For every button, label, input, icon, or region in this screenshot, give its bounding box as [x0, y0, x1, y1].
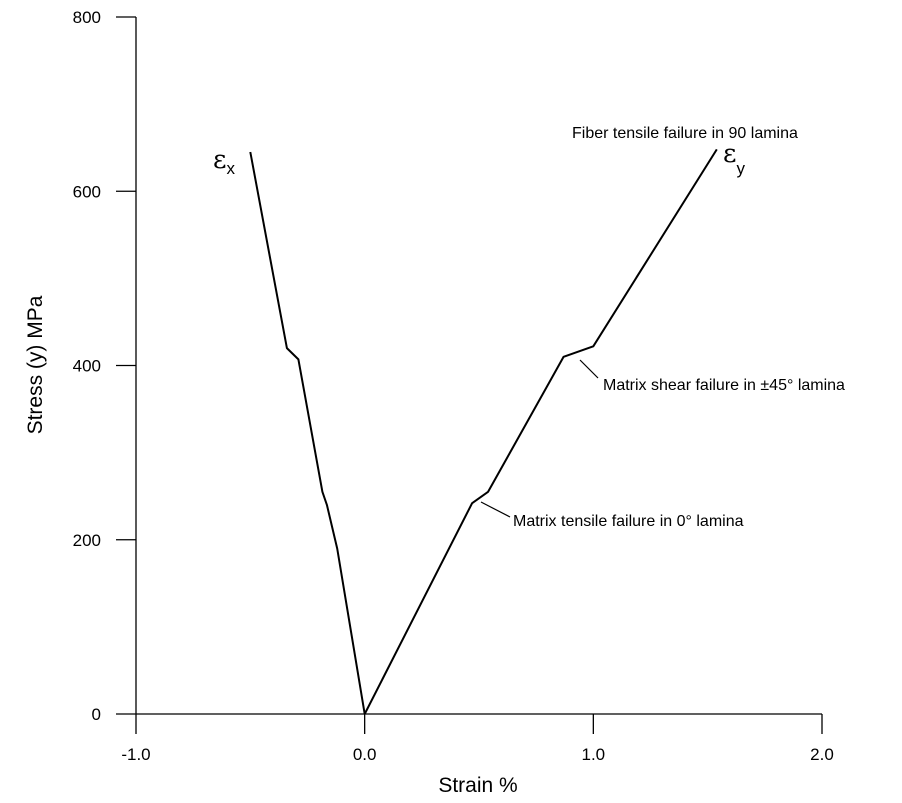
- series-labels: εx εy: [213, 139, 745, 178]
- x-ticks: -1.0 0.0 1.0 2.0: [121, 714, 834, 764]
- series-label-x: εx: [213, 145, 235, 178]
- x-tick-label: 0.0: [353, 745, 377, 764]
- series-group: [249, 148, 718, 715]
- y-tick-label: 0: [92, 705, 101, 724]
- series-line-strain-x: [249, 151, 366, 715]
- series-label-y: εy: [723, 139, 745, 178]
- x-tick-label: 1.0: [582, 745, 606, 764]
- y-tick-label: 800: [73, 8, 101, 27]
- x-tick-label: 2.0: [810, 745, 834, 764]
- y-tick-label: 400: [73, 357, 101, 376]
- series-x-symbol: ε: [213, 145, 226, 175]
- y-axis: 0 200 400 600 800 Stress (y) MPa: [24, 8, 137, 724]
- annotation-matrix-shear: Matrix shear failure in ±45° lamina: [603, 377, 845, 394]
- annotation-matrix-tensile-leader: [480, 501, 511, 518]
- series-line-strain-y: [363, 148, 718, 715]
- y-axis-title: Stress (y) MPa: [24, 295, 47, 434]
- annotation-fiber-tensile: Fiber tensile failure in 90 lamina: [572, 125, 798, 142]
- annotations: Fiber tensile failure in 90 lamina Matri…: [480, 125, 845, 530]
- annotation-matrix-shear-leader: [579, 359, 599, 379]
- y-ticks: 0 200 400 600 800: [73, 8, 136, 724]
- x-tick-label: -1.0: [121, 745, 150, 764]
- x-axis-title: Strain %: [438, 774, 517, 797]
- y-tick-label: 600: [73, 182, 101, 201]
- y-tick-label: 200: [73, 531, 101, 550]
- series-y-symbol: ε: [723, 139, 736, 169]
- x-axis: -1.0 0.0 1.0 2.0 Strain %: [121, 713, 834, 797]
- series-x-subscript: x: [226, 159, 235, 178]
- series-y-subscript: y: [736, 159, 745, 178]
- annotation-matrix-tensile: Matrix tensile failure in 0° lamina: [513, 513, 744, 530]
